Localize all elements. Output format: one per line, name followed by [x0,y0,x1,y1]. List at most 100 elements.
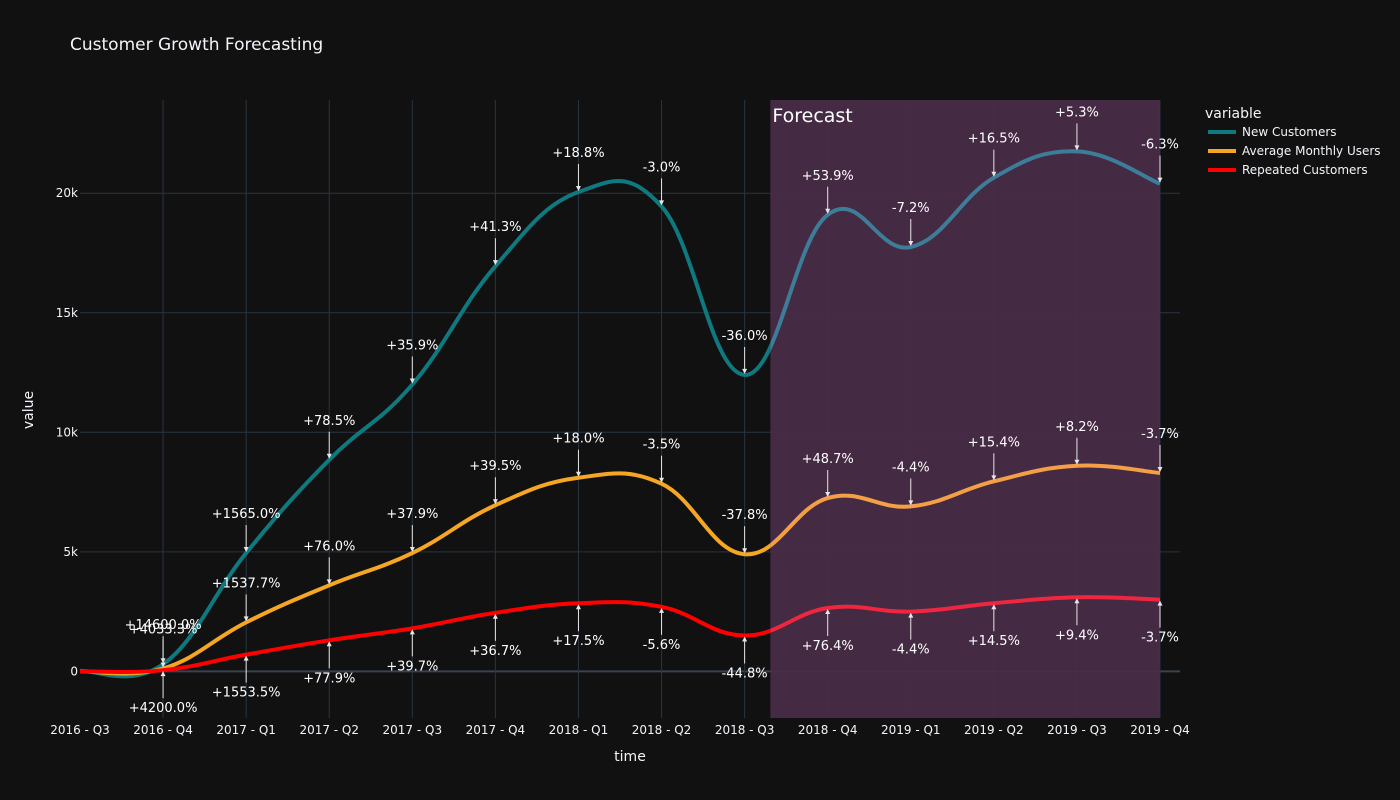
annotation-label: -5.6% [643,638,681,653]
annotation-arrowhead [825,208,831,214]
axes-layer: 0 5k 10k 15k 20k 2016 - Q3 2016 - Q4 2017 - Q1 2… [50,186,1190,737]
annotation-label: +4033.3% [129,623,198,638]
annotation-arrowhead [492,613,498,619]
annotation-arrowhead [825,609,831,615]
annotation-label: +76.0% [303,539,355,554]
y-tick-label: 10k [56,425,78,439]
annotation-label: +14600.0% [125,618,202,633]
x-tick-label: 2019 - Q3 [1047,723,1107,737]
y-tick-label: 20k [56,186,78,200]
annotation-arrowhead [243,655,249,661]
annotation-label: +48.7% [802,452,854,467]
annotation-label: +53.9% [802,169,854,184]
annotation-arrowhead [659,200,665,206]
annotation-arrowhead [742,548,748,554]
annotation-arrowhead [492,499,498,505]
annotation-arrowhead [1157,600,1163,606]
legend-title: variable [1205,106,1261,122]
annotation-label: +39.7% [386,659,438,674]
annotation-label: -37.8% [722,508,768,523]
x-tick-label: 2018 - Q2 [632,723,692,737]
annotation-label: -3.0% [643,160,681,175]
forecast-label: Forecast [772,105,852,127]
annotation-label: +1553.5% [212,686,281,701]
x-tick-label: 2018 - Q3 [715,723,775,737]
annotation-arrowhead [991,475,997,481]
series-line-historic [79,471,771,676]
annotation-label: +5.3% [1055,105,1099,120]
annotation-label: -6.3% [1141,138,1179,153]
annotation-arrowhead [1074,459,1080,465]
annotation-label: +1565.0% [212,507,281,522]
series-line-forecast [770,463,1161,549]
x-tick-label: 2016 - Q3 [50,723,110,737]
x-tick-label: 2019 - Q4 [1130,723,1190,737]
annotation-label: +76.4% [802,639,854,654]
annotation-arrowhead [991,604,997,610]
annotation-arrowhead [1157,177,1163,183]
annotation-label: -3.7% [1141,631,1179,646]
annotation-arrowhead [326,579,332,585]
annotation-arrowhead [1157,466,1163,472]
annotation-label: +36.7% [469,644,521,659]
annotation-label: +37.9% [386,507,438,522]
annotation-arrowhead [991,171,997,177]
annotation-label: +1537.7% [212,576,281,591]
annotation-label: +18.0% [552,432,604,447]
annotation-arrowhead [1074,145,1080,151]
annotation-label: -36.0% [722,329,768,344]
annotation-arrowhead [409,547,415,553]
annotation-arrowhead [243,616,249,622]
legend-label: New Customers [1242,125,1337,139]
annotation-label: -4.4% [892,460,930,475]
x-tick-label: 2017 - Q3 [383,723,443,737]
annotation-arrowhead [160,662,166,668]
x-tick-label: 2018 - Q1 [549,723,609,737]
annotation-arrowhead [908,241,914,247]
forecast-region [770,100,1160,718]
annotation-arrowhead [409,629,415,635]
annotation-arrowhead [160,671,166,677]
series-lines-layer [79,149,1161,679]
y-tick-label: 5k [63,545,78,559]
annotation-label: -3.7% [1141,427,1179,442]
annotation-arrowhead [409,378,415,384]
legend: variable New Customers Average Monthly Us… [1205,106,1381,177]
annotation-label: +16.5% [968,132,1020,147]
annotation-label: +8.2% [1055,420,1099,435]
annotation-label: +9.4% [1055,628,1099,643]
annotation-arrowhead [908,500,914,506]
legend-label: Average Monthly Users [1242,144,1381,158]
annotation-label: +41.3% [469,220,521,235]
annotation-arrowhead [492,260,498,266]
x-tick-label: 2017 - Q1 [216,723,276,737]
annotation-arrowhead [326,453,332,459]
y-tick-label: 0 [70,664,78,678]
series-line-forecast [770,149,1161,352]
annotation-label: +39.5% [469,459,521,474]
annotation-arrowhead [1074,598,1080,604]
annotation-label: -3.5% [643,438,681,453]
annotation-arrowhead [825,492,831,498]
annotation-arrowhead [659,607,665,613]
annotation-arrowhead [742,636,748,642]
annotation-arrowhead [243,547,249,553]
annotation-label: +77.9% [303,671,355,686]
annotation-arrowhead [742,368,748,374]
annotation-label: +17.5% [552,634,604,649]
annotation-arrowhead [326,641,332,647]
annotation-label: +18.8% [552,146,604,161]
annotations-layer: +14600.0% +1565.0% +78.5% +35.9% +41.3% +18.8… [125,105,1179,716]
annotation-label: -4.4% [892,643,930,658]
annotation-arrowhead [659,477,665,483]
x-tick-label: 2017 - Q4 [466,723,526,737]
y-axis-title: value [21,391,37,429]
series-line-historic [79,600,771,674]
x-tick-label: 2016 - Q4 [133,723,193,737]
annotation-label: +4200.0% [129,701,198,716]
annotation-arrowhead [575,604,581,610]
x-tick-label: 2018 - Q4 [798,723,858,737]
x-tick-label: 2017 - Q2 [299,723,359,737]
annotation-arrowhead [908,612,914,618]
